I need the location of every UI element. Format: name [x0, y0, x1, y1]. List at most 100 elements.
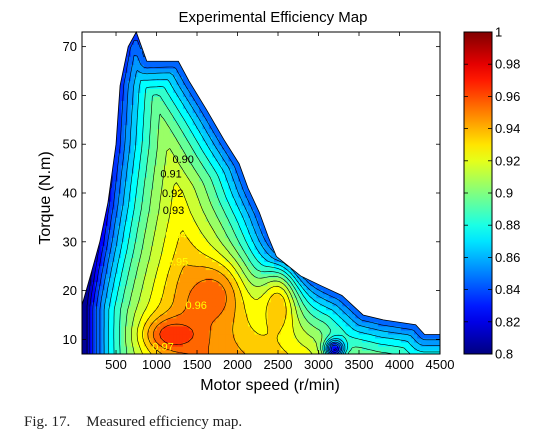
contour-cell — [257, 317, 262, 323]
contour-cell — [335, 313, 340, 319]
contour-cell — [192, 241, 197, 246]
contour-cell — [247, 301, 252, 307]
contour-cell — [303, 285, 308, 291]
contour-cell — [244, 309, 249, 315]
contour-cell — [410, 349, 415, 354]
contour-cell — [241, 305, 246, 311]
contour-cell — [192, 317, 197, 323]
contour-cell — [189, 233, 194, 238]
contour-cell — [228, 217, 233, 222]
contour-cell — [345, 333, 350, 339]
contour-cell — [147, 253, 151, 259]
contour-cell — [179, 180, 184, 186]
contour-cell — [267, 333, 272, 339]
contour-cell — [241, 277, 246, 283]
contour-cell — [124, 349, 129, 354]
contour-cell — [352, 325, 356, 331]
contour-cell — [225, 337, 230, 343]
contour-cell — [212, 188, 217, 194]
contour-cell — [257, 309, 262, 315]
contour-cell — [231, 345, 236, 351]
contour-cell — [127, 172, 132, 178]
contour-cell — [319, 341, 324, 347]
contour-cell — [231, 245, 236, 250]
contour-cell — [247, 205, 252, 210]
contour-cell — [234, 233, 239, 238]
contour-cell — [124, 293, 129, 299]
contour-cell — [195, 237, 200, 242]
contour-cell — [309, 317, 314, 323]
contour-cell — [130, 225, 135, 230]
contour-cell — [355, 341, 360, 347]
contour-cell — [413, 341, 418, 347]
contour-cell — [114, 209, 119, 214]
contour-cell — [404, 325, 409, 331]
contour-cell — [352, 309, 356, 315]
contour-cell — [296, 305, 301, 311]
contour-cell — [176, 233, 181, 238]
contour-cell — [261, 333, 265, 339]
contour-cell — [238, 233, 243, 238]
contour-cell — [121, 329, 125, 335]
contour-cell — [202, 245, 207, 250]
contour-cell — [410, 341, 415, 347]
contour-cell — [303, 349, 308, 354]
contour-cell — [199, 289, 204, 295]
contour-cell — [182, 281, 187, 287]
contour-cell — [108, 333, 112, 339]
contour-cell — [234, 313, 239, 319]
contour-cell — [160, 221, 164, 226]
contour-cell — [111, 168, 116, 174]
contour-cell — [169, 269, 174, 275]
contour-cell — [231, 241, 236, 246]
contour-cell — [182, 297, 187, 303]
contour-cell — [202, 281, 207, 287]
contour-cell — [163, 305, 168, 311]
contour-cell — [111, 221, 116, 226]
contour-cell — [238, 313, 243, 319]
contour-cell — [98, 269, 103, 275]
contour-cell — [147, 305, 151, 311]
contour-cell — [218, 229, 223, 234]
contour-cell — [257, 337, 262, 343]
contour-cell — [261, 309, 265, 315]
contour-cell — [420, 337, 425, 343]
contour-cell — [238, 245, 243, 250]
contour-cell — [277, 313, 282, 319]
contour-cell — [306, 285, 311, 291]
contour-cell — [121, 301, 125, 307]
contour-cell — [221, 229, 226, 234]
contour-cell — [137, 221, 142, 226]
contour-cell — [202, 253, 207, 259]
contour-cell — [335, 337, 340, 343]
contour-cell — [306, 337, 311, 343]
contour-cell — [111, 317, 116, 323]
contour-cell — [199, 325, 204, 331]
contour-cell — [195, 341, 200, 347]
contour-cell — [283, 297, 288, 303]
contour-cell — [189, 225, 194, 230]
contour-cell — [404, 345, 409, 351]
contour-cell — [124, 197, 129, 202]
contour-cell — [228, 337, 233, 343]
contour-cell — [176, 197, 181, 202]
contour-cell — [189, 321, 194, 327]
contour-cell — [163, 329, 168, 335]
contour-cell — [156, 313, 161, 319]
contour-cell — [238, 184, 243, 190]
contour-cell — [290, 329, 295, 335]
contour-cell — [221, 349, 226, 354]
contour-cell — [306, 317, 311, 323]
contour-cell — [147, 221, 151, 226]
contour-cell — [228, 188, 233, 194]
contour-cell — [290, 289, 295, 295]
contour-cell — [247, 309, 252, 315]
contour-cell — [407, 329, 412, 335]
contour-cell — [309, 333, 314, 339]
contour-cell — [108, 297, 112, 303]
contour-cell — [234, 193, 239, 198]
contour-cell — [322, 321, 327, 327]
contour-cell — [293, 273, 298, 279]
contour-cell — [205, 205, 210, 210]
contour-cell — [202, 309, 207, 315]
